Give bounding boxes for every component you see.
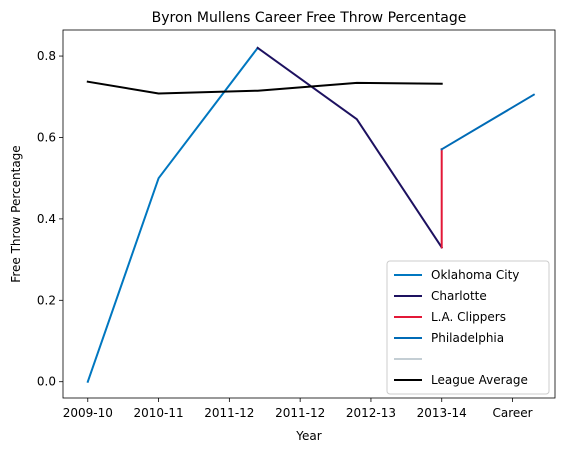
legend: Oklahoma City Charlotte L.A. Clippers Phila… — [386, 260, 550, 395]
legend-label: Charlotte — [431, 289, 487, 303]
x-tick-label: 2011-12 — [275, 406, 325, 420]
plot-area — [86, 46, 536, 383]
legend-box — [386, 260, 550, 395]
x-axis-label: Year — [295, 429, 321, 443]
x-tick-label: 2011-12 — [204, 406, 254, 420]
x-tick-label: 2012-13 — [346, 406, 396, 420]
legend-label: Oklahoma City — [431, 268, 519, 282]
y-axis: 0.0 0.2 0.4 0.6 0.8 — [37, 49, 63, 389]
x-tick-label: Career — [492, 406, 532, 420]
x-tick-label: 2010-11 — [133, 406, 183, 420]
series-line-league-average — [86, 80, 443, 95]
y-tick-label: 0.4 — [37, 212, 56, 226]
x-axis: 2009-10 2010-11 2011-12 2011-12 2012-13 2013-… — [63, 398, 533, 420]
x-tick-label: 2013-14 — [417, 406, 467, 420]
y-tick-label: 0.2 — [37, 293, 56, 307]
legend-label: Philadelphia — [431, 331, 504, 345]
x-tick-label: 2009-10 — [63, 406, 113, 420]
axes-frame — [62, 29, 556, 399]
y-tick-label: 0.0 — [37, 375, 56, 389]
y-axis-label: Free Throw Percentage — [9, 145, 23, 282]
legend-label: League Average — [431, 373, 528, 387]
series-line-charlotte — [256, 46, 444, 249]
chart-title: Byron Mullens Career Free Throw Percenta… — [152, 10, 467, 26]
legend-label: L.A. Clippers — [431, 310, 506, 324]
y-tick-label: 0.8 — [37, 49, 56, 63]
y-tick-label: 0.6 — [37, 130, 56, 144]
series-line-philadelphia — [440, 93, 536, 151]
